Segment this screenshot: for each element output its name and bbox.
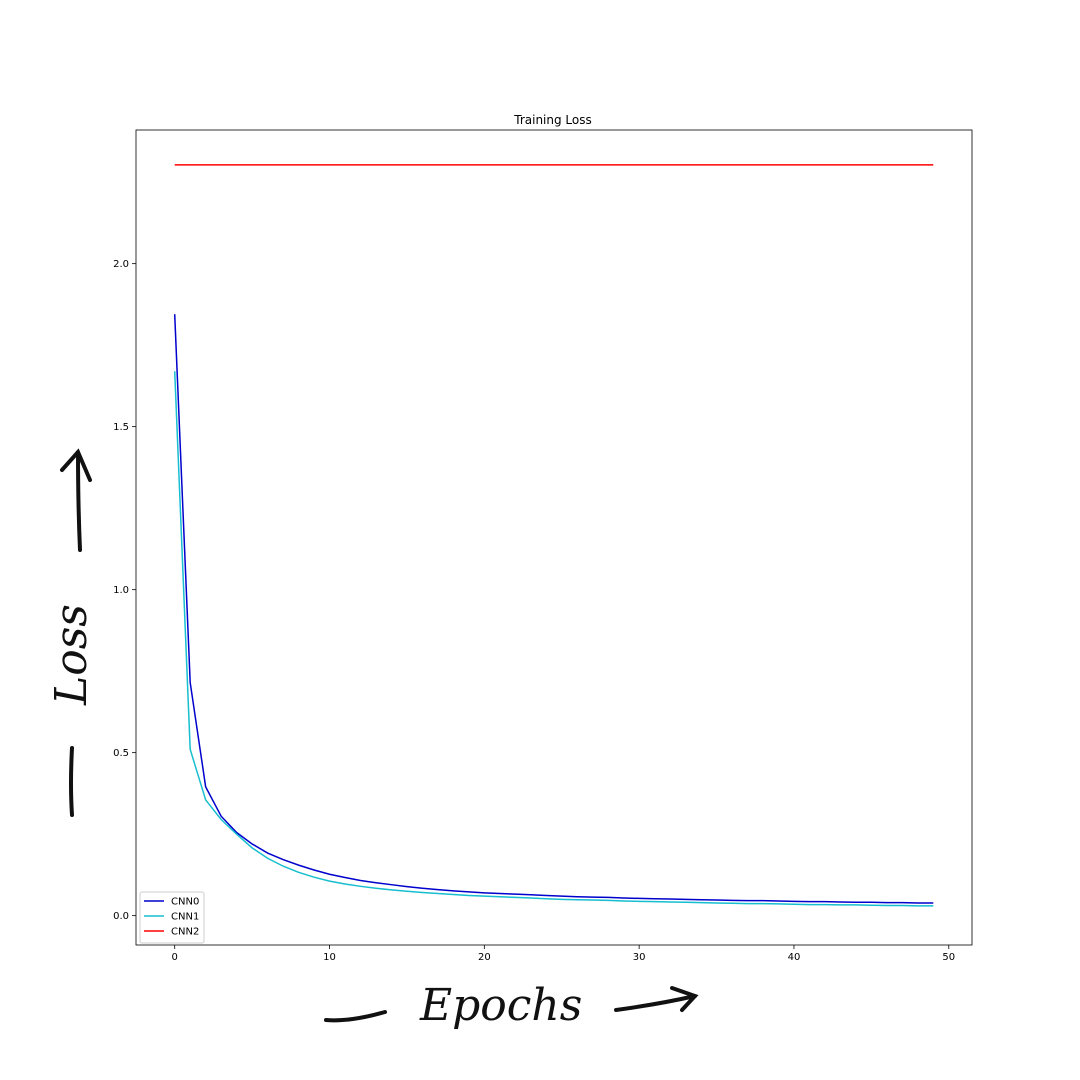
series-line-cnn0 xyxy=(173,314,934,904)
x-tick-label: 30 xyxy=(633,952,646,963)
plot-area xyxy=(173,164,934,907)
axes-frame xyxy=(135,129,973,946)
y-axis-label: Loss xyxy=(46,604,97,706)
y-tick-label: 2.0 xyxy=(113,259,129,270)
chart-title: Training Loss xyxy=(513,113,591,127)
x-tick-label: 20 xyxy=(478,952,491,963)
x-tick-label: 10 xyxy=(323,952,336,963)
axes: 0 10 20 30 40 50 0.0 0.5 1.0 1.5 2.0 xyxy=(113,129,973,963)
x-annotation-dash xyxy=(324,1010,387,1023)
y-axis-annotation: Loss xyxy=(46,448,97,817)
legend-label-cnn1: CNN1 xyxy=(171,912,199,923)
series-line-cnn1 xyxy=(173,371,934,907)
y-tick-label: 0.0 xyxy=(113,911,129,922)
x-tick-label: 50 xyxy=(942,952,955,963)
x-tick-label: 40 xyxy=(788,952,801,963)
x-annotation-arrow xyxy=(614,986,699,1012)
x-axis-label: Epochs xyxy=(419,980,582,1031)
legend: CNN0 CNN1 CNN2 xyxy=(139,891,205,944)
y-tick-label: 1.5 xyxy=(113,422,129,433)
x-axis-annotation: Epochs xyxy=(324,980,699,1031)
y-tick-label: 0.5 xyxy=(113,748,129,759)
x-tick-label: 0 xyxy=(172,952,178,963)
y-annotation-arrow xyxy=(60,448,92,552)
y-tick-label: 1.0 xyxy=(113,585,129,596)
legend-label-cnn2: CNN2 xyxy=(171,927,199,938)
legend-label-cnn0: CNN0 xyxy=(171,897,199,908)
y-annotation-dash xyxy=(69,746,74,817)
